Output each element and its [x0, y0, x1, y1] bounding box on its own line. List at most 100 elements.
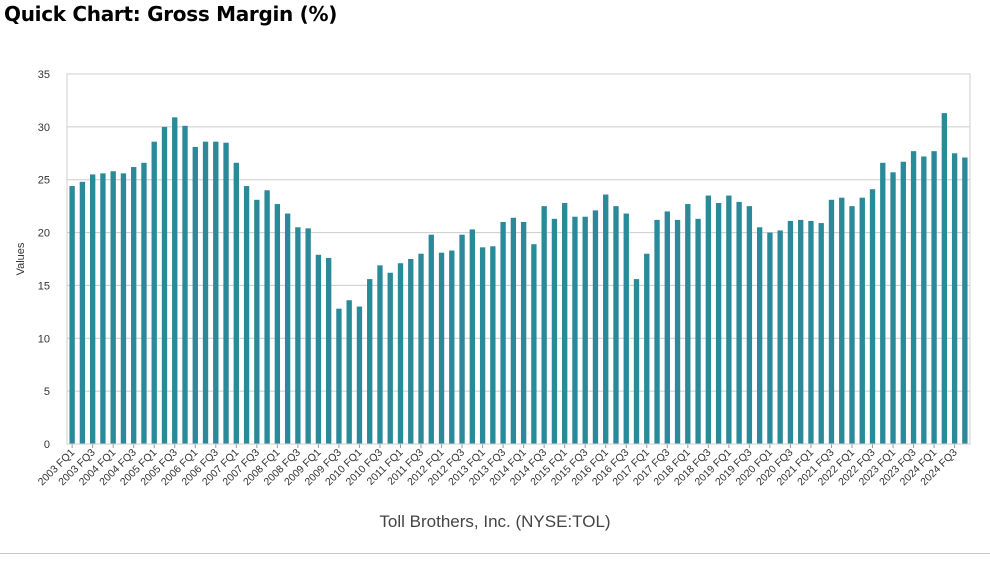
y-tick-label: 35: [38, 69, 50, 81]
y-axis-ticks: 0 5 10 15 20 25 30 35: [38, 69, 50, 451]
y-tick-label: 0: [44, 439, 50, 451]
bar: [695, 218, 701, 444]
bar: [264, 190, 270, 444]
bar: [500, 222, 506, 444]
plot-frame: [66, 73, 971, 445]
bar: [551, 218, 558, 444]
y-tick-label: 20: [38, 228, 50, 240]
bar: [818, 223, 824, 444]
page-title: Quick Chart: Gross Margin (%): [4, 2, 338, 26]
bar: [161, 126, 168, 445]
bar: [131, 167, 137, 444]
y-tick-label: 5: [44, 386, 50, 398]
bar: [120, 173, 127, 444]
bar: [254, 199, 260, 444]
bar: [582, 216, 588, 444]
bar: [890, 172, 896, 444]
bar: [315, 254, 322, 444]
bar: [151, 141, 157, 444]
bar: [562, 202, 568, 444]
bar: [326, 257, 332, 444]
bar: [654, 219, 660, 444]
bar: [572, 216, 578, 444]
bar: [367, 279, 373, 444]
divider: [0, 553, 990, 554]
bar: [428, 234, 434, 444]
bar: [951, 153, 958, 445]
bar: [79, 181, 86, 444]
bar: [182, 125, 188, 445]
bar: [541, 206, 547, 444]
gridlines: [67, 73, 970, 445]
bar: [746, 206, 753, 444]
bar: [408, 259, 414, 444]
bar: [438, 252, 445, 444]
bar: [418, 253, 424, 444]
bar: [202, 141, 209, 444]
bar: [767, 232, 773, 444]
bar: [449, 250, 455, 444]
bar-series: [69, 113, 968, 445]
bar: [336, 308, 342, 444]
y-tick-label: 30: [38, 122, 50, 134]
y-tick-label: 25: [38, 175, 50, 187]
bar: [910, 151, 917, 445]
bar: [490, 246, 496, 444]
bar: [900, 161, 906, 445]
bar: [243, 186, 250, 444]
bar: [510, 217, 517, 444]
bar: [736, 201, 742, 444]
bar: [387, 272, 393, 444]
bar: [172, 117, 178, 444]
bar: [849, 206, 855, 444]
bar: [469, 229, 475, 444]
bar: [705, 195, 712, 444]
bar: [941, 113, 948, 445]
y-tick-label: 15: [38, 280, 50, 292]
bar: [377, 265, 383, 444]
bar: [685, 204, 691, 444]
bar: [962, 157, 968, 444]
source-caption: Toll Brothers, Inc. (NYSE:TOL): [379, 512, 611, 531]
bar: [479, 247, 486, 444]
bar: [295, 227, 301, 444]
bar: [592, 210, 599, 444]
bar: [839, 197, 845, 444]
bar: [305, 228, 311, 444]
bar: [674, 219, 681, 444]
bar: [931, 151, 937, 445]
bar: [613, 206, 619, 444]
bar: [603, 194, 609, 444]
bar: [808, 220, 814, 444]
bar: [715, 202, 722, 444]
bar: [192, 146, 198, 444]
bar: [110, 171, 116, 444]
bar: [869, 189, 876, 444]
bar: [69, 186, 75, 444]
bar: [284, 213, 291, 444]
bar: [141, 162, 147, 445]
bar: [520, 222, 527, 444]
bar: [828, 199, 835, 444]
bar: [664, 211, 670, 444]
bar: [777, 230, 783, 444]
bar: [880, 162, 886, 445]
bar: [356, 306, 363, 444]
bar: [859, 197, 865, 444]
bar: [798, 219, 804, 444]
bar: [726, 195, 732, 444]
bar: [644, 253, 650, 444]
bar: [531, 244, 537, 444]
bar: [346, 300, 352, 444]
bar: [756, 227, 763, 444]
bar: [100, 173, 106, 444]
y-axis-label: Values: [15, 242, 27, 275]
bar: [274, 204, 281, 444]
bar: [397, 263, 404, 444]
bar: [89, 174, 96, 444]
bar: [921, 156, 927, 444]
bar: [787, 220, 794, 444]
bar: [233, 162, 239, 445]
